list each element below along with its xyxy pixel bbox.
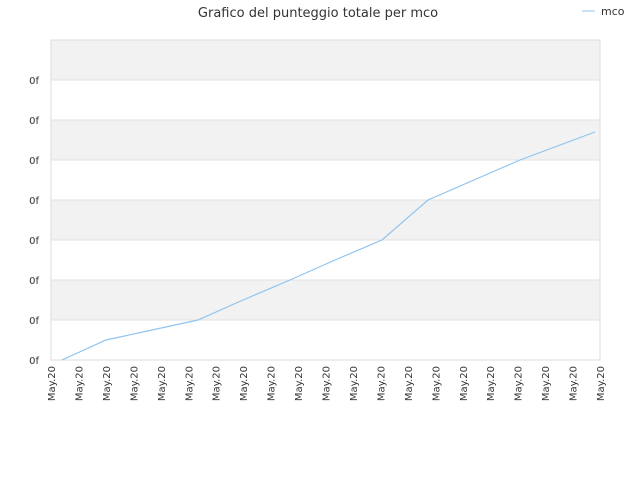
y-tick-label: 0f bbox=[29, 76, 39, 87]
x-tick-label: May.20 bbox=[294, 366, 305, 401]
plot-border bbox=[50, 39, 601, 361]
x-tick-label: May.20 bbox=[47, 366, 58, 401]
y-tick-label: 0f bbox=[29, 276, 39, 287]
grid-band bbox=[51, 80, 600, 120]
x-tick-label: May.20 bbox=[514, 366, 525, 401]
grid-band bbox=[51, 120, 600, 160]
grid-band bbox=[51, 320, 600, 360]
x-tick-label: May.20 bbox=[74, 366, 85, 401]
y-tick-label: 0f bbox=[29, 156, 39, 167]
plot-bands bbox=[50, 39, 601, 361]
legend[interactable]: mco bbox=[582, 5, 625, 18]
grid-band bbox=[51, 240, 600, 280]
x-tick-label: May.20 bbox=[129, 366, 140, 401]
x-tick-label: May.20 bbox=[486, 366, 497, 401]
x-tick-label: May.20 bbox=[459, 366, 470, 401]
x-tick-label: May.20 bbox=[376, 366, 387, 401]
chart-title: Grafico del punteggio totale per mco bbox=[198, 6, 438, 21]
x-tick-label: May.20 bbox=[569, 366, 580, 401]
x-tick-label: May.20 bbox=[239, 366, 250, 401]
y-axis: 0f 0f 0f 0f 0f 0f 0f 0f bbox=[29, 76, 39, 367]
x-tick-label: May.20 bbox=[267, 366, 278, 401]
y-tick-label: 0f bbox=[29, 316, 39, 327]
grid-band bbox=[51, 200, 600, 240]
series-line-mco bbox=[61, 131, 596, 361]
x-tick-label: May.20 bbox=[212, 366, 223, 401]
x-tick-label: May.20 bbox=[184, 366, 195, 401]
legend-label-mco: mco bbox=[601, 5, 625, 18]
x-tick-label: May.20 bbox=[431, 366, 442, 401]
x-axis: May.20 May.20 May.20 May.20 May.20 May.20 May.… bbox=[47, 366, 607, 401]
grid-band bbox=[51, 280, 600, 320]
x-tick-label: May.20 bbox=[157, 366, 168, 401]
series-layer bbox=[61, 131, 596, 361]
x-tick-label: May.20 bbox=[541, 366, 552, 401]
x-tick-label: May.20 bbox=[596, 366, 607, 401]
grid-band bbox=[51, 160, 600, 200]
y-tick-label: 0f bbox=[29, 116, 39, 127]
x-tick-label: May.20 bbox=[349, 366, 360, 401]
x-tick-label: May.20 bbox=[322, 366, 333, 401]
x-tick-label: May.20 bbox=[102, 366, 113, 401]
x-tick-label: May.20 bbox=[404, 366, 415, 401]
y-tick-label: 0f bbox=[29, 236, 39, 247]
y-tick-label: 0f bbox=[29, 356, 39, 367]
y-tick-label: 0f bbox=[29, 196, 39, 207]
grid-band bbox=[51, 40, 600, 80]
